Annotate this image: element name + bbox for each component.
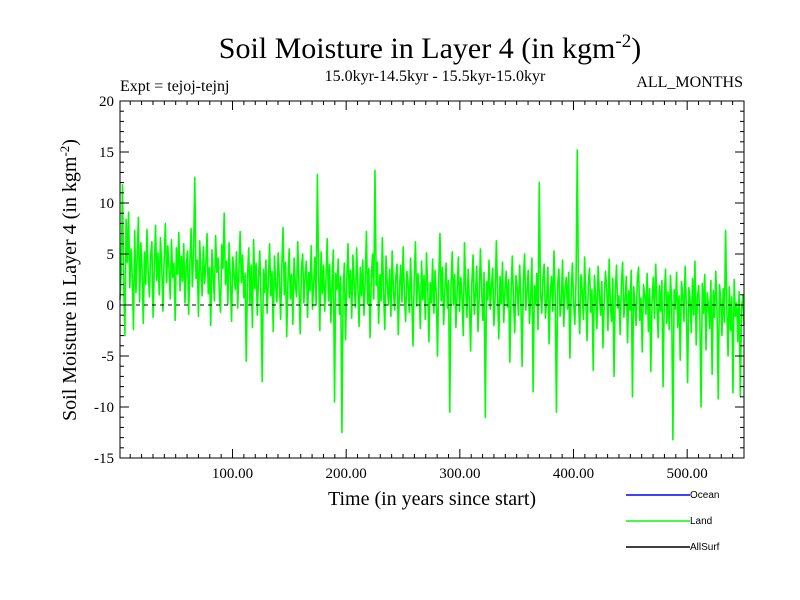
y-tick-label: -5 — [102, 349, 115, 365]
y-tick-label: 15 — [99, 145, 114, 161]
x-tick-label: 200.00 — [326, 466, 367, 482]
y-tick-label: -15 — [94, 451, 114, 467]
plot-frame — [119, 100, 745, 459]
y-tick-label: 5 — [107, 247, 115, 263]
x-tick-label: 100.00 — [212, 466, 253, 482]
legend-label-allsurf: AllSurf — [690, 542, 720, 553]
y-tick-label: 20 — [99, 94, 114, 110]
chart-title: Soil Moisture in Layer 4 (in kgm-2) — [219, 31, 641, 65]
y-tick-label: -10 — [94, 400, 114, 416]
subtitle-months: ALL_MONTHS — [636, 74, 743, 91]
subtitle-period: 15.0kyr-14.5kyr - 15.5kyr-15.0kyr — [325, 68, 546, 85]
legend-label-ocean: Ocean — [690, 490, 719, 501]
y-axis-label: Soil Moisture in Layer 4 (in kgm-2) — [57, 139, 81, 421]
y-tick-label: 10 — [99, 196, 114, 212]
series-layer — [119, 149, 745, 441]
legend: Ocean Land AllSurf — [626, 490, 720, 553]
x-tick-label: 500.00 — [667, 466, 708, 482]
x-tick-label: 300.00 — [439, 466, 480, 482]
y-tick-label: 0 — [107, 298, 115, 314]
axes-layer: -15 -10 -5 0 5 10 15 20 100.00 200.00 300.00 400.00… — [94, 94, 744, 482]
series-line-land — [119, 149, 745, 441]
x-tick-label: 400.00 — [553, 466, 594, 482]
legend-label-land: Land — [690, 516, 712, 527]
x-axis-label: Time (in years since start) — [328, 488, 536, 510]
subtitle-experiment: Expt = tejoj-tejnj — [120, 78, 229, 95]
